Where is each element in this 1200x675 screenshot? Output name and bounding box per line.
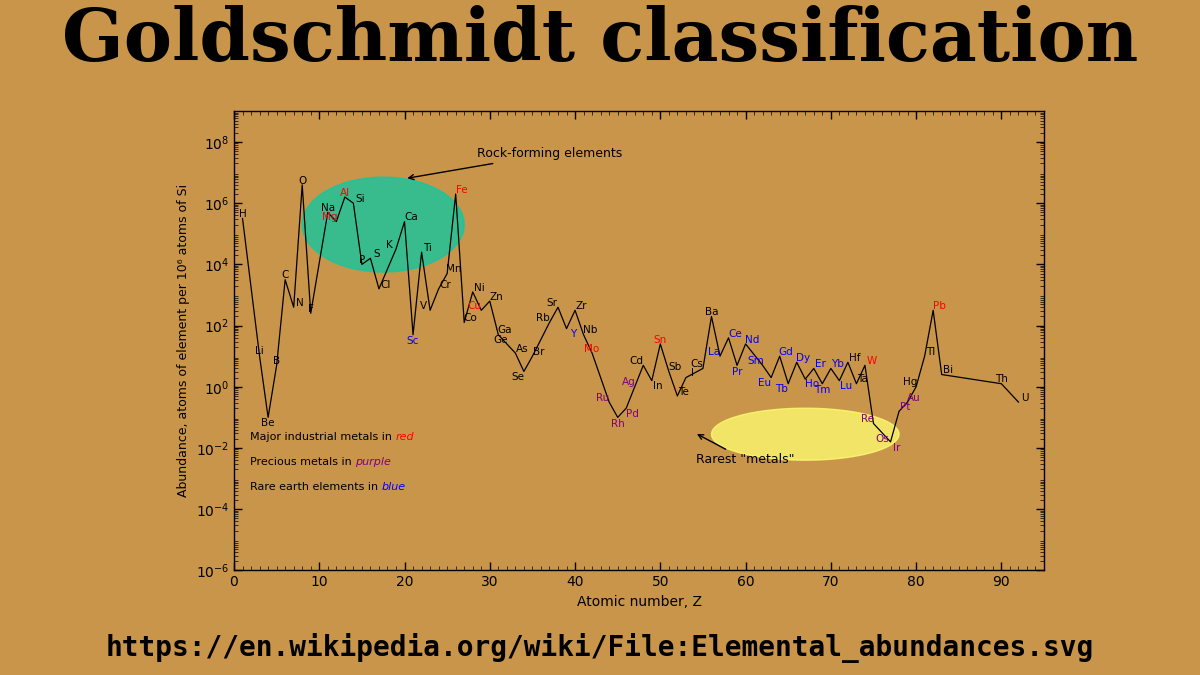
Text: Goldschmidt classification: Goldschmidt classification xyxy=(62,5,1138,76)
Text: Al: Al xyxy=(340,188,350,198)
Text: As: As xyxy=(516,344,528,354)
Text: Re: Re xyxy=(860,414,874,424)
Text: Cr: Cr xyxy=(439,279,451,290)
Text: In: In xyxy=(653,381,662,391)
Text: Mg: Mg xyxy=(322,212,337,222)
Text: Rh: Rh xyxy=(611,418,624,429)
Text: Pt: Pt xyxy=(900,402,911,412)
Text: Sr: Sr xyxy=(546,298,557,308)
Text: Ca: Ca xyxy=(404,212,418,222)
Text: Ir: Ir xyxy=(893,443,901,454)
Text: Er: Er xyxy=(815,359,826,369)
Text: Cu: Cu xyxy=(468,301,482,311)
Text: Tb: Tb xyxy=(775,384,788,394)
Text: Ag: Ag xyxy=(622,377,635,387)
Text: Co: Co xyxy=(463,313,478,323)
Text: red: red xyxy=(396,432,414,442)
Text: Hg: Hg xyxy=(902,377,917,387)
Text: C: C xyxy=(282,271,289,280)
Text: Cl: Cl xyxy=(380,279,390,290)
Text: Major industrial metals in: Major industrial metals in xyxy=(251,432,396,442)
Text: Y: Y xyxy=(570,329,576,339)
Text: Pb: Pb xyxy=(934,301,946,311)
Text: W: W xyxy=(866,356,876,366)
Text: Te: Te xyxy=(678,387,689,397)
Text: Ti: Ti xyxy=(424,243,432,253)
Text: Ru: Ru xyxy=(596,393,610,403)
Text: S: S xyxy=(373,249,380,259)
Text: Rb: Rb xyxy=(536,313,550,323)
Text: Se: Se xyxy=(511,372,524,382)
Text: B: B xyxy=(274,356,280,366)
Text: Zn: Zn xyxy=(490,292,503,302)
Text: Tm: Tm xyxy=(814,385,830,395)
Y-axis label: Abundance, atoms of element per 10⁶ atoms of Si: Abundance, atoms of element per 10⁶ atom… xyxy=(178,184,190,497)
Text: Ba: Ba xyxy=(704,307,719,317)
Text: Sn: Sn xyxy=(654,335,667,345)
Polygon shape xyxy=(302,177,464,272)
Text: Ga: Ga xyxy=(498,325,512,335)
Text: O: O xyxy=(298,176,306,186)
Text: Cd: Cd xyxy=(630,356,644,366)
Text: Ge: Ge xyxy=(493,335,508,345)
Text: Th: Th xyxy=(995,375,1008,385)
Text: K: K xyxy=(386,240,392,250)
Text: U: U xyxy=(1021,393,1028,403)
Polygon shape xyxy=(712,408,899,460)
Text: Rare earth elements in: Rare earth elements in xyxy=(251,483,382,492)
Text: Sm: Sm xyxy=(748,356,764,366)
Text: Br: Br xyxy=(533,347,545,357)
Text: Fe: Fe xyxy=(456,185,468,194)
Text: F: F xyxy=(307,304,313,314)
Text: Precious metals in: Precious metals in xyxy=(251,457,355,467)
Text: Ho: Ho xyxy=(804,379,818,389)
Text: Be: Be xyxy=(262,418,275,428)
Text: Bi: Bi xyxy=(943,365,953,375)
Text: I: I xyxy=(691,369,694,378)
Text: Ce: Ce xyxy=(728,329,742,339)
X-axis label: Atomic number, Z: Atomic number, Z xyxy=(576,595,702,609)
Text: Nd: Nd xyxy=(745,335,760,345)
Text: Dy: Dy xyxy=(796,353,810,363)
Text: purple: purple xyxy=(355,457,391,467)
Text: Yb: Yb xyxy=(830,359,844,369)
Text: Tl: Tl xyxy=(926,347,936,357)
Text: V: V xyxy=(420,301,427,311)
Text: Na: Na xyxy=(320,203,335,213)
Text: Nb: Nb xyxy=(583,325,598,335)
Text: Gd: Gd xyxy=(779,347,793,357)
Text: https://en.wikipedia.org/wiki/File:Elemental_abundances.svg: https://en.wikipedia.org/wiki/File:Eleme… xyxy=(106,633,1094,663)
Text: Si: Si xyxy=(355,194,365,204)
Text: Cs: Cs xyxy=(690,359,703,369)
Text: blue: blue xyxy=(382,483,406,492)
Text: Rock-forming elements: Rock-forming elements xyxy=(409,147,622,180)
Text: Au: Au xyxy=(907,393,920,403)
Text: La: La xyxy=(708,347,720,357)
Text: Pd: Pd xyxy=(626,408,640,418)
Text: H: H xyxy=(239,209,246,219)
Text: Os: Os xyxy=(875,434,889,444)
Text: N: N xyxy=(296,298,304,308)
Text: Sb: Sb xyxy=(668,362,682,372)
Text: Ni: Ni xyxy=(474,283,485,293)
Text: Mn: Mn xyxy=(446,265,461,274)
Text: Zr: Zr xyxy=(576,301,587,311)
Text: Mo: Mo xyxy=(584,344,600,354)
Text: Rarest "metals": Rarest "metals" xyxy=(696,435,794,466)
Text: P: P xyxy=(359,255,365,265)
Text: Pr: Pr xyxy=(732,367,743,377)
Text: Hf: Hf xyxy=(848,353,860,363)
Text: Sc: Sc xyxy=(407,336,419,346)
Text: Eu: Eu xyxy=(758,378,772,388)
Text: Lu: Lu xyxy=(840,381,852,391)
Text: Li: Li xyxy=(256,346,264,356)
Text: Ta: Ta xyxy=(857,375,869,385)
